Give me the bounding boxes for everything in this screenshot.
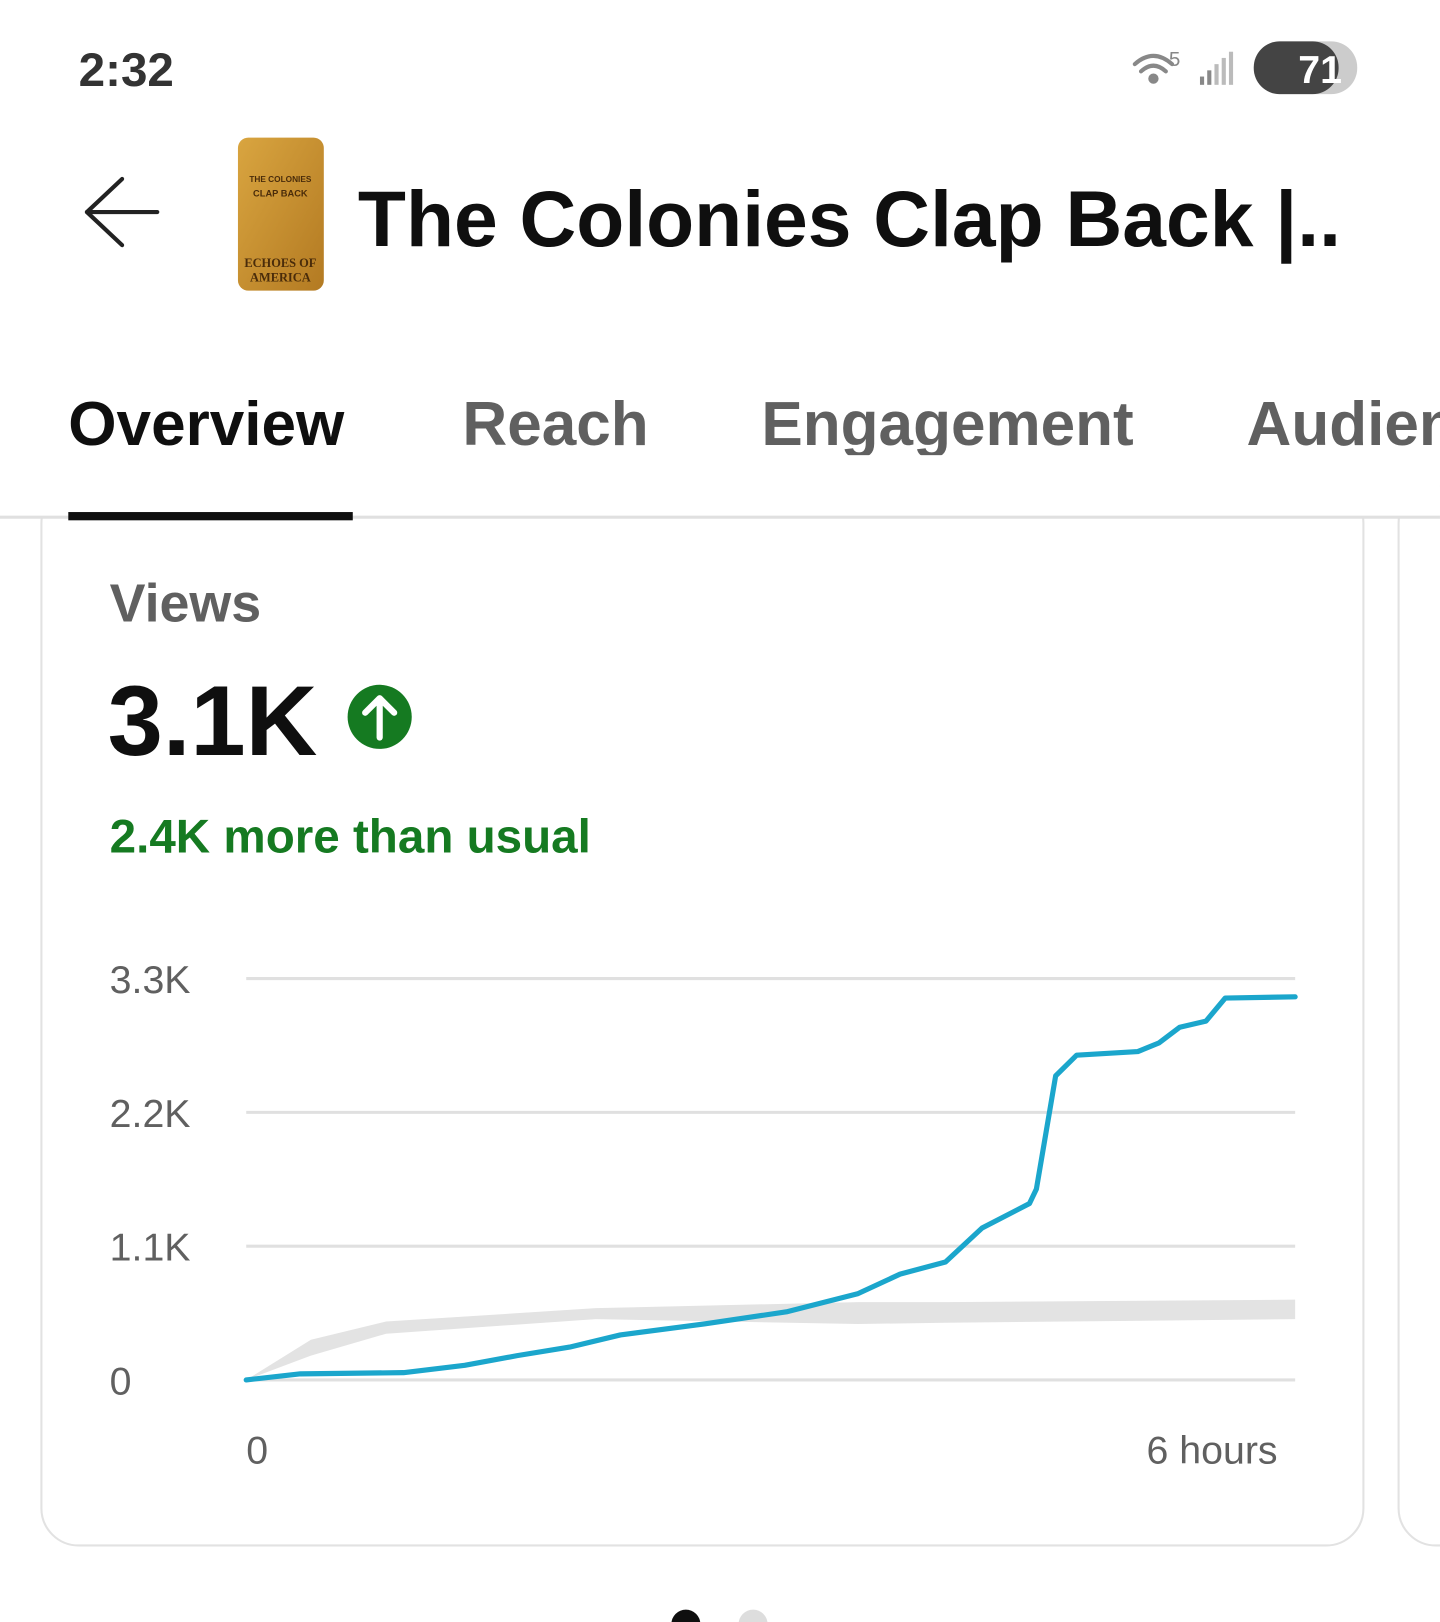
metric-value: 3.1K <box>108 666 318 777</box>
battery-label: 71 <box>1298 48 1342 92</box>
battery-icon <box>1253 41 1358 95</box>
x-tick-label: 6 hours <box>1146 1429 1277 1473</box>
signal-icon <box>1199 51 1234 85</box>
video-title: The Colonies Clap Back |.. <box>358 175 1341 263</box>
typical-range <box>246 1299 1296 1380</box>
next-card[interactable] <box>1397 485 1440 1547</box>
tab[interactable]: Engagement <box>761 390 1133 459</box>
tab[interactable]: Audience <box>1247 390 1440 459</box>
metric-comparison: 2.4K more than usual <box>110 810 591 863</box>
trend-up-icon <box>347 684 412 749</box>
network-label: 5 <box>1169 48 1181 71</box>
status-time: 2:32 <box>79 44 174 97</box>
tab[interactable]: Overview <box>68 390 345 459</box>
thumbnail <box>237 137 324 291</box>
tab-bar-bg <box>0 455 1440 517</box>
y-tick-label: 2.2K <box>110 1092 191 1136</box>
wifi-icon <box>1132 53 1175 84</box>
page-dot[interactable] <box>738 1609 768 1622</box>
x-tick-label: 0 <box>246 1429 268 1473</box>
y-tick-label: 0 <box>110 1359 132 1403</box>
views-line <box>243 994 1298 1383</box>
thumbnail-text: CLAP BACK <box>253 189 308 199</box>
views-card <box>40 485 1365 1547</box>
page-dot[interactable] <box>671 1609 701 1622</box>
views-chart: 0 1.1K 2.2K 3.3K 0 6 hours <box>110 958 1298 1473</box>
back-button[interactable] <box>84 176 160 248</box>
tab-indicator <box>68 512 353 521</box>
thumbnail-text: AMERICA <box>250 270 311 284</box>
y-tick-label: 1.1K <box>110 1226 191 1270</box>
thumbnail-text: ECHOES OF <box>244 256 316 270</box>
thumbnail-text: THE COLONIES <box>249 175 311 184</box>
y-tick-label: 3.3K <box>110 958 191 1002</box>
tab[interactable]: Reach <box>462 390 648 459</box>
metric-label: Views <box>110 574 262 634</box>
